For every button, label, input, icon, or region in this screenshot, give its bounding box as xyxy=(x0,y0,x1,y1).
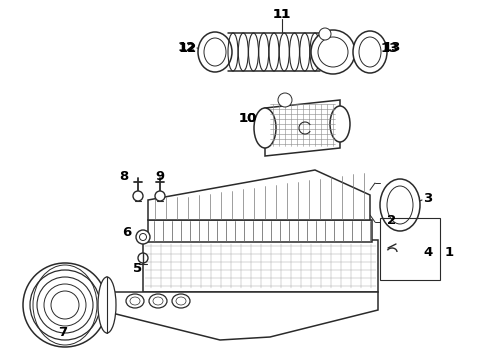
Text: 7: 7 xyxy=(58,325,68,338)
Polygon shape xyxy=(148,170,370,220)
Text: 11: 11 xyxy=(273,8,291,21)
Ellipse shape xyxy=(387,186,413,224)
Ellipse shape xyxy=(380,179,420,231)
Text: 13: 13 xyxy=(383,41,401,54)
Circle shape xyxy=(133,191,143,201)
Polygon shape xyxy=(265,100,340,156)
Ellipse shape xyxy=(198,32,232,72)
Ellipse shape xyxy=(172,294,190,308)
Text: 9: 9 xyxy=(155,170,165,183)
Text: 12: 12 xyxy=(179,41,197,54)
Polygon shape xyxy=(100,292,378,340)
Bar xyxy=(380,218,440,280)
Circle shape xyxy=(23,263,107,347)
Ellipse shape xyxy=(319,28,331,40)
Circle shape xyxy=(155,191,165,201)
Text: 12: 12 xyxy=(178,41,196,54)
Ellipse shape xyxy=(98,277,116,333)
Ellipse shape xyxy=(204,38,226,66)
Circle shape xyxy=(136,230,150,244)
Text: 1: 1 xyxy=(444,246,454,258)
Ellipse shape xyxy=(126,294,144,308)
Ellipse shape xyxy=(359,37,381,67)
Ellipse shape xyxy=(254,108,276,148)
Text: 10: 10 xyxy=(239,112,257,125)
Ellipse shape xyxy=(149,294,167,308)
Polygon shape xyxy=(143,240,378,292)
Text: 8: 8 xyxy=(120,170,129,183)
Text: 11: 11 xyxy=(273,8,291,21)
Text: 10: 10 xyxy=(239,112,257,125)
Text: 6: 6 xyxy=(122,225,132,239)
Ellipse shape xyxy=(311,30,355,74)
Text: 5: 5 xyxy=(133,261,143,274)
Circle shape xyxy=(138,253,148,263)
Polygon shape xyxy=(148,220,372,242)
Ellipse shape xyxy=(353,31,387,73)
Circle shape xyxy=(140,234,147,240)
Ellipse shape xyxy=(318,37,348,67)
Text: 2: 2 xyxy=(388,213,396,226)
Text: 3: 3 xyxy=(423,192,433,204)
Text: 4: 4 xyxy=(423,246,433,258)
Text: 13: 13 xyxy=(381,41,399,54)
Ellipse shape xyxy=(330,106,350,142)
Ellipse shape xyxy=(278,93,292,107)
